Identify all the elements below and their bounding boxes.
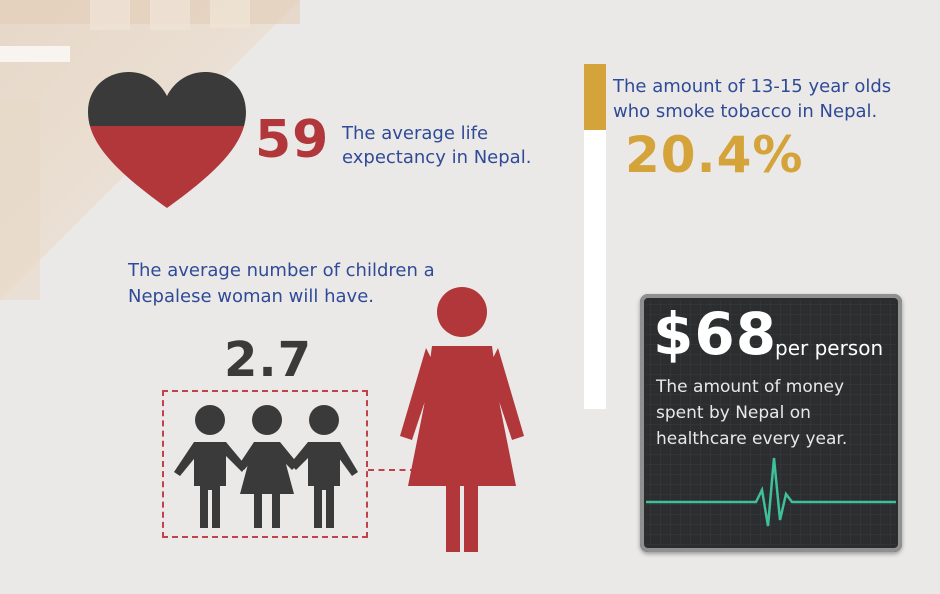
healthcare-value: $68	[653, 300, 778, 368]
children-icon	[174, 405, 358, 528]
heartbeat-line-icon	[646, 457, 896, 527]
healthcare-description: The amount of money spent by Nepal on he…	[656, 377, 848, 449]
life-expectancy-description: The average life expectancy in Nepal.	[342, 123, 532, 168]
healthcare-unit: per person	[775, 336, 884, 360]
children-value: 2.7	[224, 332, 313, 388]
tobacco-value: 20.4%	[625, 126, 804, 184]
children-description: The average number of children a Nepales…	[128, 260, 435, 307]
life-expectancy-value: 59	[255, 110, 330, 170]
woman-icon	[400, 287, 524, 552]
healthcare-monitor	[640, 294, 902, 552]
monitor-grid	[646, 300, 896, 546]
tobacco-bar-accent	[584, 64, 606, 130]
heart-icon	[88, 72, 246, 208]
dashed-connector	[368, 469, 416, 471]
children-box	[162, 390, 368, 538]
tobacco-description: The amount of 13-15 year olds who smoke …	[613, 76, 892, 122]
tobacco-bar	[584, 64, 606, 409]
